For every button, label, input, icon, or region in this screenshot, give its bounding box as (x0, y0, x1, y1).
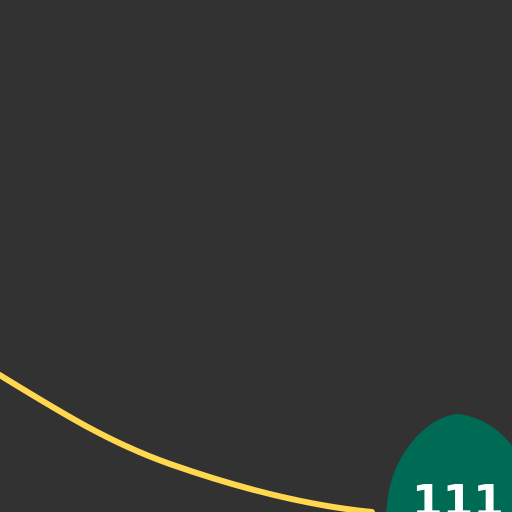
state-route-shield-icon (386, 414, 512, 512)
highway-road-line[interactable] (0, 371, 375, 512)
route-shield[interactable]: 111 (386, 414, 512, 512)
route-number-label: 111 (412, 476, 504, 512)
